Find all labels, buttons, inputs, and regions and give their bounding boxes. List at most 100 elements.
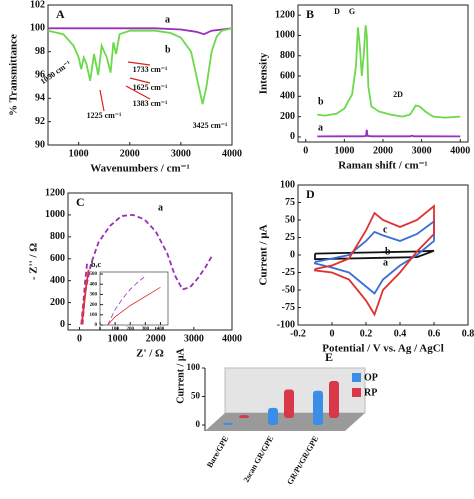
series-label: a (165, 14, 170, 25)
y-tick-label: 100 (280, 179, 295, 190)
series-label: b (385, 246, 391, 257)
series-label: a (318, 122, 323, 133)
x-tick-label: Bare/GPE (205, 434, 230, 469)
y-axis-title: Intensity (258, 52, 270, 94)
x-tick-label: 3000 (184, 333, 204, 344)
y-axis-title: Current / μA (175, 347, 186, 403)
x-tick-label: 2000 (146, 333, 166, 344)
y-tick-label: 1000 (45, 209, 65, 220)
x-tick-label: 400 (157, 327, 165, 332)
annotation: G (349, 7, 355, 16)
y-tick-label: 200 (280, 111, 295, 122)
x-tick-label: 2000 (120, 148, 140, 159)
plot-frame (99, 271, 169, 326)
x-tick-label: -0.2 (290, 328, 306, 339)
y-tick-label: 98 (35, 46, 45, 57)
y-tick-label: 600 (280, 70, 295, 81)
plot-frame (297, 184, 469, 326)
bar (284, 389, 294, 418)
bar (268, 407, 278, 425)
y-tick-label: 0 (290, 249, 295, 260)
y-tick-label: 200 (90, 303, 98, 308)
x-tick-label: 0 (303, 145, 308, 156)
annotation: 3425 cm⁻¹ (193, 121, 228, 130)
y-tick-label: 100 (30, 23, 45, 34)
y-tick-label: 300 (90, 293, 98, 298)
series-label: c (383, 224, 388, 235)
panel-label: B (306, 7, 314, 21)
x-tick-label: 1000 (334, 145, 354, 156)
y-tick-label: 0 (196, 419, 201, 429)
x-tick-label: 1000 (69, 148, 89, 159)
y-tick-label: 96 (35, 69, 45, 80)
x-tick-label: 0 (99, 327, 102, 332)
y-tick-label: 94 (35, 93, 45, 104)
annotation-arrow (127, 61, 151, 66)
x-axis-title: Z' / Ω (136, 348, 164, 360)
annotation: 1383 cm⁻¹ (133, 99, 168, 108)
x-tick-label: 0.6 (428, 328, 441, 339)
y-tick-label: 1200 (275, 9, 295, 20)
x-tick-label: 0 (330, 328, 335, 339)
y-tick-label: 100 (187, 362, 201, 372)
y-tick-label: 0 (95, 323, 98, 328)
series-line (317, 129, 461, 138)
series-line (80, 269, 90, 325)
y-tick-label: 200 (50, 297, 65, 308)
x-tick-label: 2scan GR/GPE (242, 434, 276, 483)
series-line (317, 25, 461, 119)
series-label: b (165, 44, 171, 55)
x-tick-label: 3000 (171, 148, 191, 159)
legend-label: RP (364, 387, 377, 398)
y-tick-label: 400 (280, 91, 295, 102)
x-axis-title: Wavenumbers / cm⁻¹ (90, 163, 190, 175)
x-tick-label: 0.8 (462, 328, 474, 339)
y-tick-label: 0 (60, 319, 65, 330)
x-tick-label: 2000 (373, 145, 393, 156)
y-tick-label: 400 (90, 282, 98, 287)
y-axis-title: Current / μA (258, 224, 270, 285)
y-tick-label: 800 (50, 231, 65, 242)
panel-label: C (76, 195, 85, 209)
annotation-arrow (125, 85, 151, 100)
x-tick-label: 300 (142, 327, 150, 332)
panel-label: E (325, 350, 333, 364)
x-axis-title: Potential / V vs. Ag / AgCl (322, 343, 444, 355)
y-tick-label: 0 (290, 131, 295, 142)
series-line (107, 286, 161, 326)
y-tick-label: 50 (285, 214, 295, 225)
y-tick-label: -75 (282, 302, 295, 313)
y-axis-title: % Transmittance (8, 34, 20, 116)
series-line (314, 219, 435, 295)
y-tick-label: 90 (35, 139, 45, 150)
bar (329, 380, 339, 418)
annotation-arrow (99, 89, 105, 112)
annotation-arrow (129, 77, 151, 84)
y-tick-label: 800 (280, 50, 295, 61)
x-tick-label: 0 (77, 333, 82, 344)
y-tick-label: 600 (50, 253, 65, 264)
series-line (81, 213, 214, 325)
back-wall (224, 367, 366, 414)
plot-frame (297, 4, 469, 143)
x-tick-label: 4000 (450, 145, 470, 156)
panel-label: A (56, 7, 65, 21)
y-tick-label: 1000 (275, 30, 295, 41)
x-tick-label: GR/Pt/GR/GPE (285, 434, 320, 486)
series-line (107, 275, 146, 326)
legend-swatch (352, 388, 361, 397)
y-tick-label: 25 (285, 232, 295, 243)
x-tick-label: 1000 (108, 333, 128, 344)
panel-label: D (306, 187, 315, 201)
bar (223, 422, 233, 425)
annotation: 2D (393, 90, 403, 99)
legend-label: OP (364, 372, 378, 383)
annotation: 1733 cm⁻¹ (133, 65, 168, 74)
y-tick-label: 100 (90, 313, 98, 318)
x-tick-label: 4000 (222, 333, 242, 344)
series-label: b (318, 96, 324, 107)
y-tick-label: -50 (282, 284, 295, 295)
y-tick-label: 500 (90, 272, 98, 277)
series-line (48, 27, 233, 36)
